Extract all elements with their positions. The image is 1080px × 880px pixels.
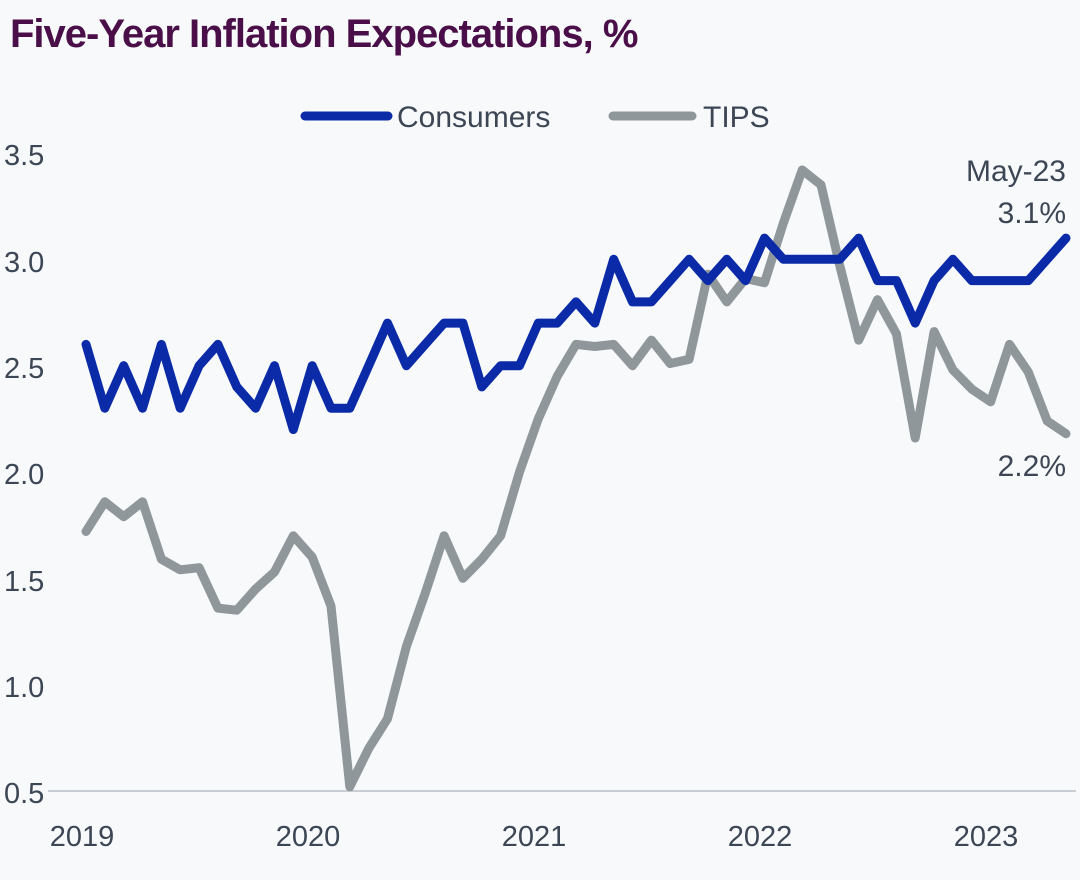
y-tick-label: 3.5 [4,140,44,172]
legend: Consumers TIPS [300,101,770,134]
chart-title: Five-Year Inflation Expectations, % [10,12,638,56]
x-tick-label: 2021 [502,821,567,853]
y-tick-label: 2.0 [4,459,44,491]
x-tick-label: 2020 [276,821,341,853]
y-axis-ticks: 0.5 1.0 1.5 2.0 2.5 3.0 3.5 [4,140,44,810]
y-tick-label: 1.0 [4,672,44,704]
legend-label-tips: TIPS [703,101,770,134]
y-tick-label: 1.5 [4,566,44,598]
y-tick-label: 0.5 [4,778,44,810]
y-tick-label: 2.5 [4,353,44,385]
x-tick-label: 2023 [954,821,1019,853]
x-axis-ticks: 2019 2020 2021 2022 2023 [50,821,1019,853]
x-tick-label: 2022 [728,821,793,853]
annotation-date: May-23 [966,155,1066,188]
series-line-consumers [81,233,1071,434]
annotations: May-23 3.1% 2.2% [966,155,1066,483]
series-line-tips [81,165,1071,792]
annotation-tips-value: 2.2% [998,450,1066,483]
legend-label-consumers: Consumers [397,101,550,134]
annotation-consumers-value: 3.1% [998,197,1066,230]
y-tick-label: 3.0 [4,247,44,279]
x-tick-label: 2019 [50,821,115,853]
